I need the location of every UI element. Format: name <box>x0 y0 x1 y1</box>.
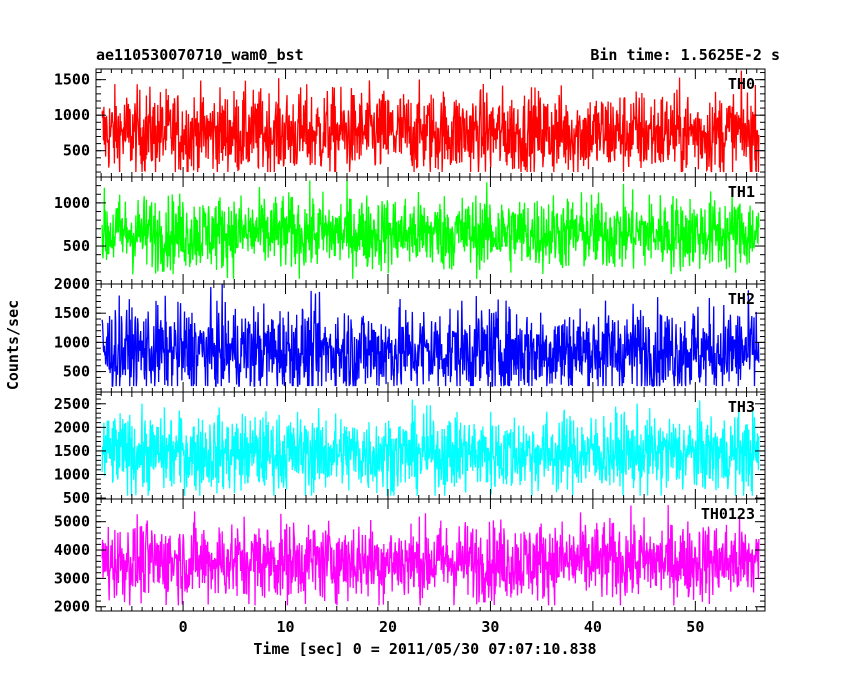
y-tick-label: 5000 <box>54 513 90 531</box>
x-tick-label: 40 <box>584 618 602 636</box>
y-tick-label: 4000 <box>54 541 90 559</box>
title-left: ae110530070710_wam0_bst <box>96 46 304 64</box>
y-tick-label: 2000 <box>54 275 90 293</box>
y-tick-label: 500 <box>63 489 90 507</box>
series-line-th0 <box>102 71 759 172</box>
x-tick-label: 50 <box>686 618 704 636</box>
y-tick-label: 1500 <box>54 304 90 322</box>
series-line-th2 <box>102 284 759 386</box>
x-tick-label: 30 <box>481 618 499 636</box>
y-tick-label: 2000 <box>54 598 90 616</box>
y-tick-label: 2500 <box>54 395 90 413</box>
panel-label-th2: TH2 <box>728 290 755 308</box>
panel-label-th1: TH1 <box>728 183 755 201</box>
y-tick-label: 500 <box>63 363 90 381</box>
y-axis-label: Counts/sec <box>4 300 22 390</box>
panel-label-th0123: TH0123 <box>701 505 755 523</box>
title-right: Bin time: 1.5625E-2 s <box>590 46 780 64</box>
y-tick-label: 2000 <box>54 418 90 436</box>
x-tick-label: 10 <box>277 618 295 636</box>
y-tick-label: 1000 <box>54 333 90 351</box>
x-axis-label: Time [sec] 0 = 2011/05/30 07:07:10.838 <box>253 640 596 658</box>
y-tick-label: 1500 <box>54 71 90 89</box>
series-line-th0123 <box>102 505 759 605</box>
x-tick-label: 20 <box>379 618 397 636</box>
y-tick-label: 1000 <box>54 194 90 212</box>
x-tick-label: 0 <box>179 618 188 636</box>
y-tick-label: 1500 <box>54 442 90 460</box>
y-tick-label: 1000 <box>54 465 90 483</box>
panel-label-th0: TH0 <box>728 75 755 93</box>
panel-label-th3: TH3 <box>728 398 755 416</box>
y-tick-label: 500 <box>63 237 90 255</box>
series-line-th1 <box>102 180 759 279</box>
series-line-th3 <box>102 400 759 496</box>
y-tick-label: 1000 <box>54 106 90 124</box>
y-tick-label: 500 <box>63 142 90 160</box>
y-tick-label: 3000 <box>54 569 90 587</box>
